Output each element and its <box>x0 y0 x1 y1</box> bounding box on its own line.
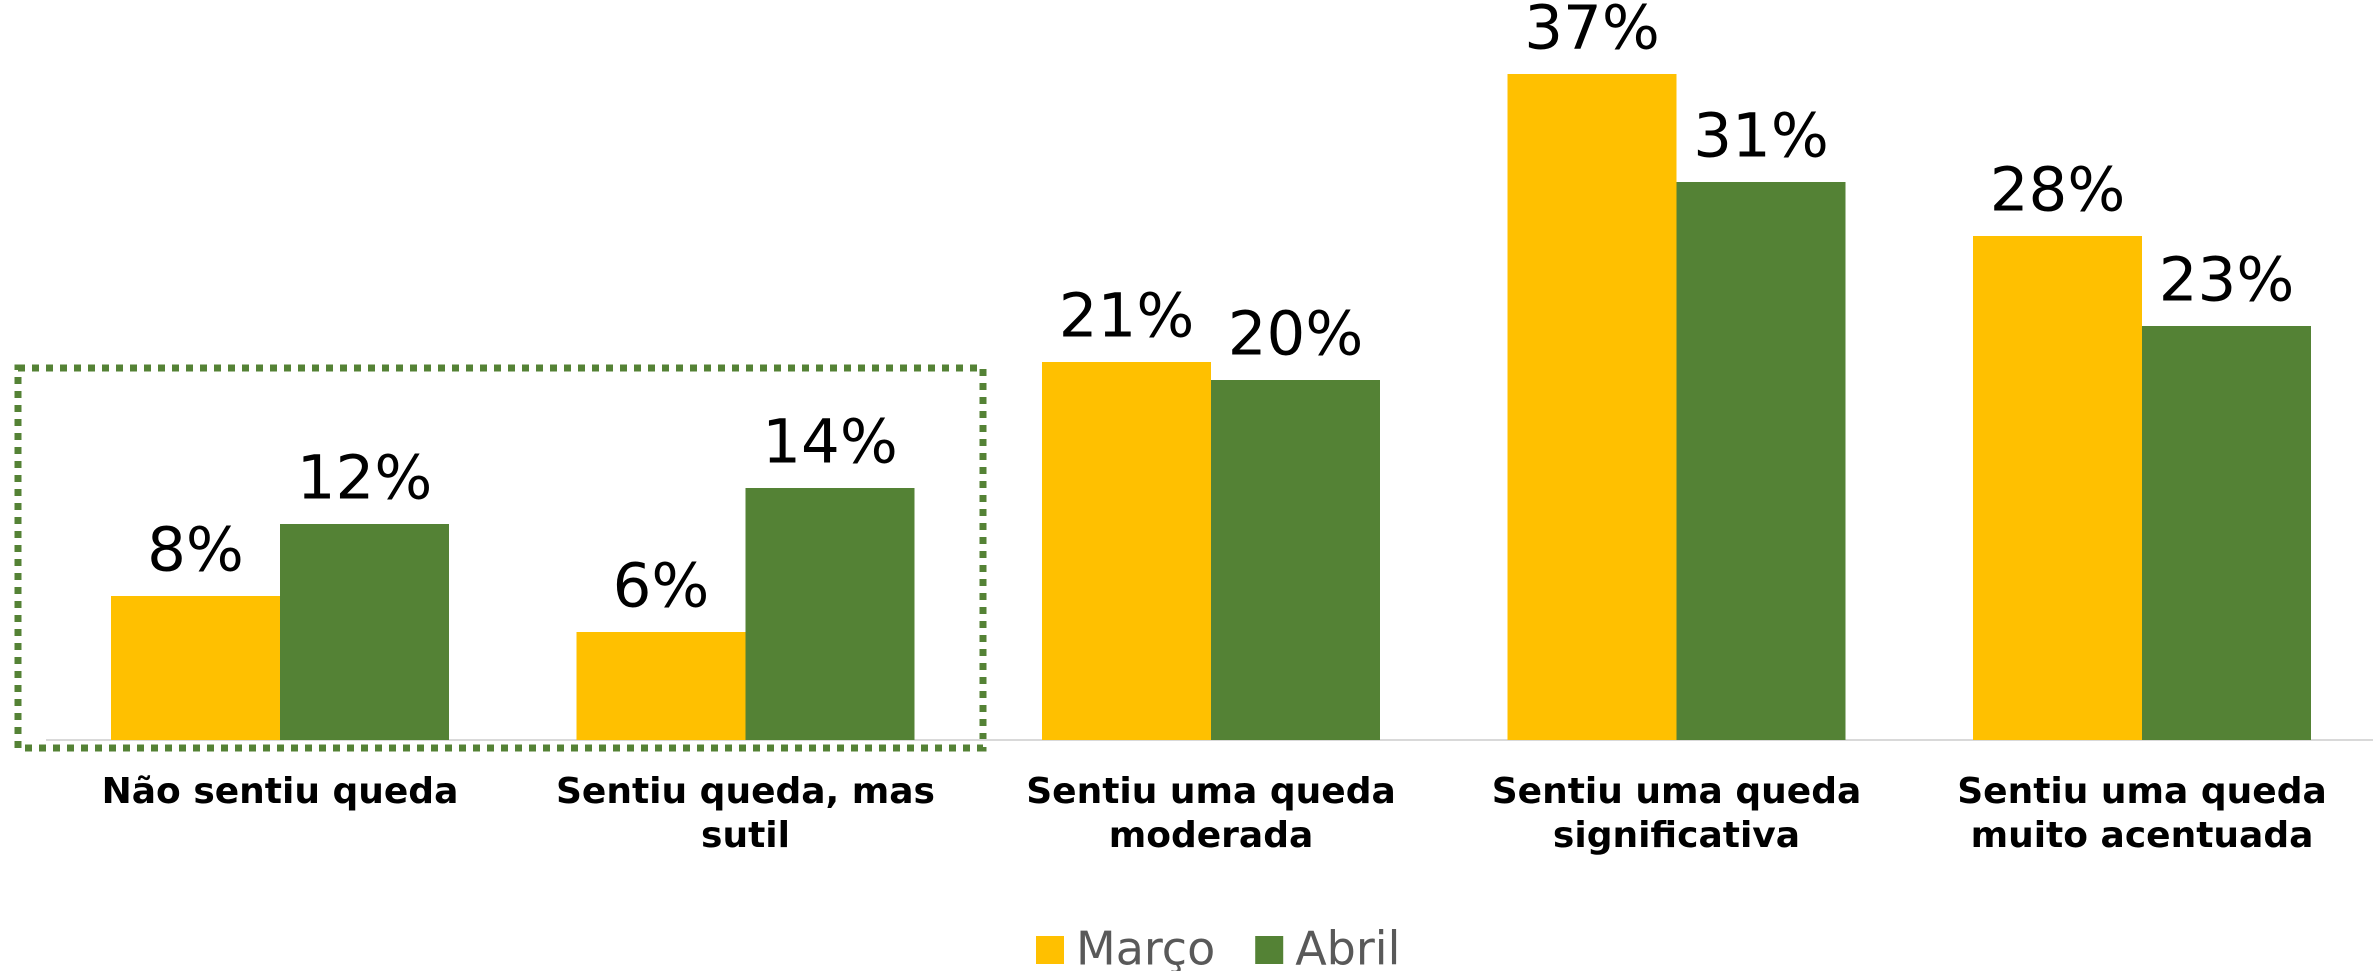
data-label: 14% <box>762 407 898 478</box>
x-tick-label: Sentiu uma queda muito acentuada <box>1957 771 2327 856</box>
bar <box>576 632 746 740</box>
bar <box>1676 182 1846 740</box>
x-tick-label: Sentiu queda, mas sutil <box>555 771 935 856</box>
legend-swatch <box>1036 936 1064 964</box>
data-label: 23% <box>2159 245 2295 316</box>
data-label: 37% <box>1524 0 1660 64</box>
bar <box>1211 380 1380 740</box>
x-tick-label: Não sentiu queda <box>101 771 459 812</box>
legend-label: Abril <box>1295 922 1400 971</box>
bar <box>1042 362 1211 740</box>
bar <box>2142 326 2311 740</box>
legend-label: Março <box>1076 922 1215 971</box>
x-tick-label: Sentiu uma queda moderada <box>1026 771 1396 856</box>
data-label: 8% <box>147 515 244 586</box>
data-label: 21% <box>1059 281 1195 352</box>
bar <box>1973 236 2142 740</box>
bar <box>280 524 449 740</box>
data-label: 31% <box>1693 101 1829 172</box>
legend-swatch <box>1255 936 1284 964</box>
bar <box>111 596 280 740</box>
data-label: 6% <box>613 551 710 622</box>
highlight-box <box>14 364 987 752</box>
data-label: 20% <box>1228 299 1364 370</box>
bar <box>1507 74 1677 740</box>
data-label: 28% <box>1990 155 2126 226</box>
data-label: 12% <box>297 443 433 514</box>
bar <box>745 488 915 740</box>
x-tick-label: Sentiu uma queda significativa <box>1491 771 1862 856</box>
